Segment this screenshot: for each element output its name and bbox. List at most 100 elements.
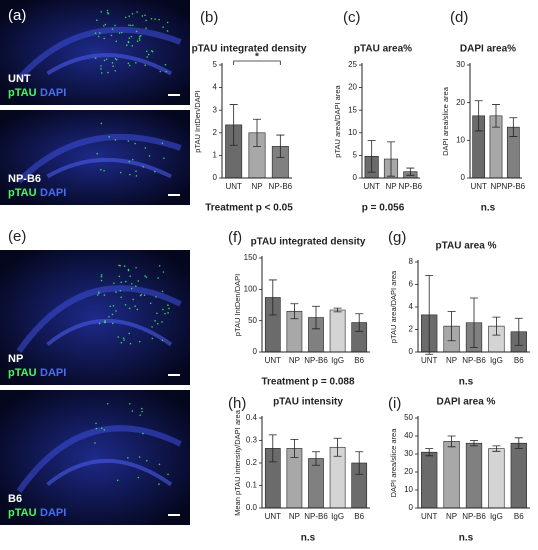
error-bar [387,141,395,177]
y-tick-label: 0.2 [246,458,258,467]
ptau-signal [104,321,106,323]
ptau-signal [159,70,162,73]
ptau-signal [161,142,164,144]
x-tick-label: NP [289,356,300,365]
stain-label: DAPI [40,507,66,519]
ptau-signal [111,322,114,325]
ptau-signal [155,296,157,298]
chart-title: pTAU integrated density [251,237,366,248]
ptau-signal [95,422,97,425]
ptau-signal [113,282,115,285]
y-tick-label: 20 [404,467,413,476]
ptau-signal [158,463,161,466]
ptau-signal [100,122,103,125]
ptau-signal [127,62,130,65]
tissue-outline [16,425,182,493]
y-tick-label: 50 [404,413,413,422]
x-tick-label: NP-B6 [269,182,293,191]
ptau-signal [141,410,143,413]
y-tick-label: 8 [409,257,414,266]
error-bar [290,438,299,458]
x-tick-label: UNT [421,512,438,521]
bar [465,442,483,509]
ptau-signal [164,312,166,315]
ptau-signal [142,432,144,435]
ptau-signal [128,64,131,67]
ptau-signal [132,158,134,161]
error-bar [514,317,523,346]
tissue-outline [16,133,182,184]
ptau-signal [135,30,138,33]
y-tick-label: 0.4 [246,413,258,422]
ptau-signal [138,456,141,458]
x-tick-label: UNT [421,356,438,365]
ptau-signal [114,24,116,27]
axis [469,63,522,179]
significance-mark: * [255,52,259,63]
ptau-signal [137,476,140,479]
ptau-signal [145,27,147,29]
y-tick-label: 0 [353,173,358,182]
y-tick-label: 25 [348,60,357,69]
ptau-signal [135,62,137,64]
ptau-signal [128,160,131,163]
x-tick-label: NP [446,356,457,365]
ptau-signal [115,291,117,293]
ptau-signal [128,15,131,17]
ptau-signal [158,265,161,267]
error-bar [470,297,478,348]
ptau-signal [134,305,136,308]
significance-bracket [233,60,281,65]
error-bar [268,279,277,316]
x-tick-label: B6 [514,356,524,365]
error-bar [447,435,456,448]
ptau-signal [157,277,159,279]
stain-label: pTAU [8,187,37,199]
ptau-signal [162,308,164,311]
ptau-signal [137,280,140,282]
y-axis-label: pTAU IntDen/DAPI [233,274,242,336]
bar [443,441,460,509]
ptau-signal [118,32,121,34]
x-tick-label: IgG [490,356,503,365]
error-bar [514,437,523,449]
ptau-signal [156,312,158,315]
ptau-signal [105,58,108,60]
ptau-signal [100,11,103,13]
ptau-signal [123,339,125,341]
ptau-signal [145,50,148,53]
bar [308,458,324,509]
micrograph [0,0,190,105]
error-bar [312,451,320,466]
ptau-signal [161,339,164,342]
ptau-signal [151,50,153,52]
x-tick-label: NP-B6 [502,182,526,191]
y-tick-label: 30 [456,60,465,69]
ptau-signal [140,407,143,410]
axis [221,63,292,179]
y-tick-label: 10 [404,485,413,494]
ptau-signal [120,281,123,284]
ptau-signal [129,24,132,27]
y-tick-label: 30 [404,449,413,458]
y-tick-label: 100 [244,284,258,293]
ptau-signal [129,342,132,345]
error-bar [229,104,238,146]
footer-note: Treatment p = 0.088 [261,377,355,388]
error-bar [333,307,342,313]
ptau-signal [115,58,118,61]
stain-label: pTAU [8,87,37,99]
ptau-signal [144,147,147,149]
y-tick-label: 15 [348,105,357,114]
ptau-signal [111,313,114,316]
y-tick-label: 2 [409,325,414,334]
stain-label: pTAU [8,507,37,519]
ptau-signal [129,402,131,405]
y-tick-label: 4 [213,83,218,92]
y-tick-label: 0 [409,347,414,356]
ptau-signal [103,294,106,296]
x-tick-label: IgG [490,512,503,521]
ptau-signal [167,304,169,306]
ptau-signal [128,24,130,26]
